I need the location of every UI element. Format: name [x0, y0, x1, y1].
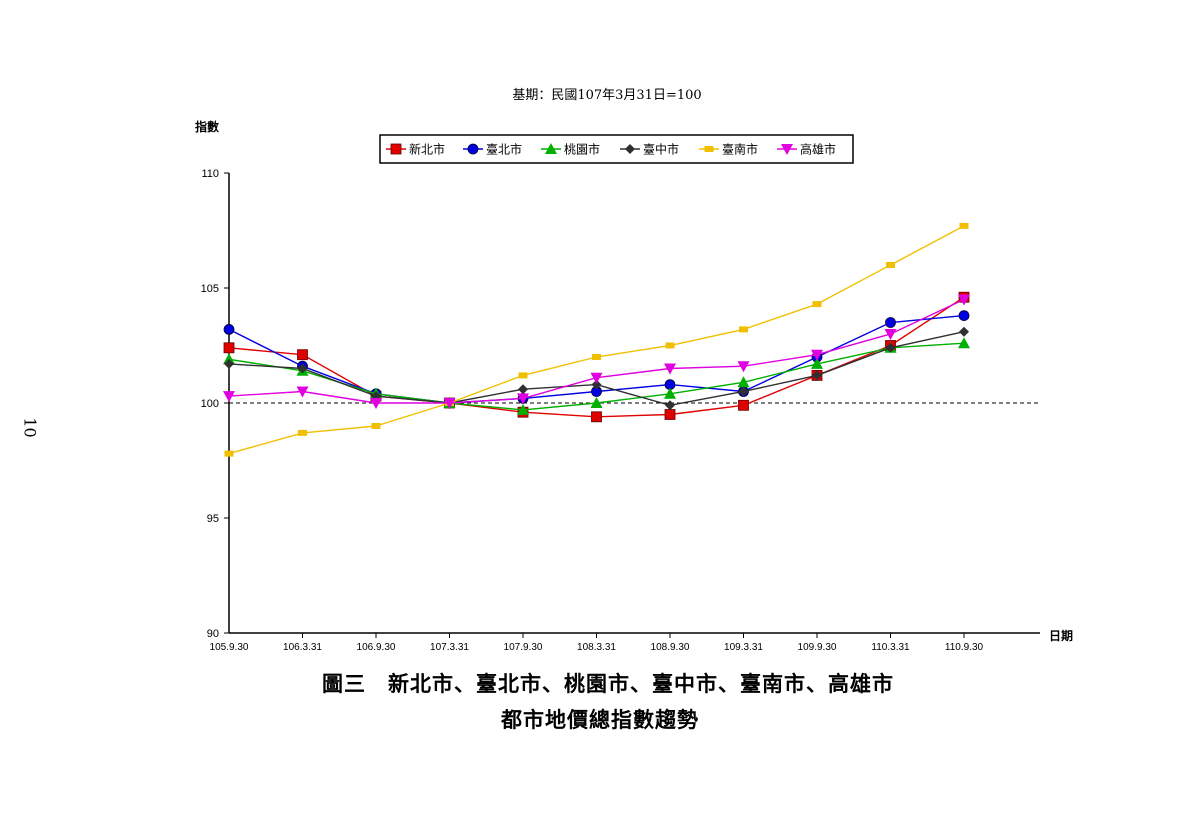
data-point [370, 398, 382, 409]
legend-label: 臺中市 [643, 142, 679, 157]
data-point [958, 294, 970, 306]
data-point [590, 372, 603, 384]
page-number: 10 [20, 417, 40, 438]
series-5 [223, 294, 970, 409]
data-point [738, 386, 749, 397]
data-point [886, 262, 895, 268]
x-tick-label: 107.3.31 [430, 642, 469, 653]
figure-caption-line-1: 圖三 新北市、臺北市、桃園市、臺中市、臺南市、高雄市 [322, 671, 894, 696]
data-point [664, 363, 676, 375]
data-point [223, 353, 235, 365]
legend-marker [467, 143, 479, 155]
data-point [811, 349, 823, 361]
x-tick-label: 108.9.30 [651, 642, 690, 653]
x-axis-label: 日期 [1049, 628, 1073, 643]
data-point [298, 429, 307, 436]
data-point [959, 222, 969, 229]
x-tick-label: 105.9.30 [210, 642, 249, 653]
x-tick-label: 110.9.30 [945, 642, 984, 653]
data-point [738, 399, 749, 411]
data-point [591, 379, 602, 390]
data-point [737, 361, 750, 373]
data-point [664, 409, 676, 420]
data-point [664, 387, 676, 399]
data-point [665, 342, 675, 349]
data-point [297, 349, 308, 361]
legend-marker [781, 144, 793, 155]
legend-item: 桃園市 [541, 142, 600, 157]
legend-item: 臺中市 [620, 142, 679, 157]
data-point [224, 450, 234, 457]
legend-marker [545, 143, 557, 154]
legend-marker [390, 143, 402, 155]
legend-marker [704, 146, 714, 152]
data-point [885, 342, 896, 353]
data-point [959, 326, 969, 337]
x-tick-label: 108.3.31 [577, 642, 616, 653]
data-point [517, 403, 529, 415]
x-tick-label: 107.9.30 [504, 642, 543, 653]
y-tick-label: 110 [201, 168, 219, 180]
data-point [517, 393, 529, 405]
legend-item: 臺南市 [699, 142, 758, 157]
y-tick-label: 105 [201, 283, 219, 295]
data-point [223, 323, 235, 335]
y-axis-label: 指數 [195, 119, 219, 134]
data-point [812, 301, 822, 308]
data-point [811, 357, 823, 369]
data-point [518, 384, 528, 395]
x-tick-label: 106.9.30 [357, 642, 396, 653]
data-point [884, 329, 897, 340]
legend: 新北市 臺北市 桃園市 臺中市 臺南市 高雄市 [386, 142, 836, 157]
data-point [518, 372, 528, 379]
data-point [665, 400, 675, 411]
chart-subtitle: 基期：民國107年3月31日=100 [512, 88, 701, 103]
legend-box [379, 134, 854, 164]
plot-area [223, 222, 970, 457]
data-point [812, 370, 822, 381]
x-tick-label: 109.3.31 [724, 642, 763, 653]
data-point [590, 397, 603, 408]
axes: 90 95 100 105 110 105.9.30 106.3.31 106.9.30 107… [201, 168, 1040, 653]
legend-item: 高雄市 [777, 142, 836, 157]
legend-item: 新北市 [386, 142, 445, 157]
y-tick-label: 95 [207, 513, 219, 525]
legend-label: 臺北市 [486, 142, 522, 157]
data-point [371, 423, 381, 429]
data-point [223, 342, 235, 354]
legend-label: 高雄市 [800, 142, 836, 157]
data-point [737, 376, 750, 388]
data-point [223, 391, 235, 403]
data-point [297, 363, 308, 374]
data-point [958, 337, 970, 349]
data-point [443, 398, 456, 409]
y-tick-label: 100 [201, 398, 219, 410]
data-point [739, 326, 748, 333]
data-point [885, 317, 896, 328]
data-point [592, 354, 601, 360]
x-tick-label: 106.3.31 [283, 642, 322, 653]
legend-label: 臺南市 [722, 142, 758, 157]
legend-label: 桃園市 [564, 142, 600, 157]
legend-item: 臺北市 [463, 142, 522, 157]
series-3 [224, 326, 969, 411]
figure-caption-line-2: 都市地價總指數趨勢 [501, 707, 699, 732]
y-tick-label: 90 [207, 628, 219, 640]
data-point [224, 358, 234, 369]
legend-marker [625, 144, 635, 154]
x-tick-label: 110.3.31 [871, 642, 910, 653]
x-tick-label: 109.9.30 [798, 642, 837, 653]
data-point [296, 386, 309, 398]
data-point [591, 411, 602, 423]
data-point [958, 310, 970, 322]
legend-label: 新北市 [409, 142, 445, 157]
